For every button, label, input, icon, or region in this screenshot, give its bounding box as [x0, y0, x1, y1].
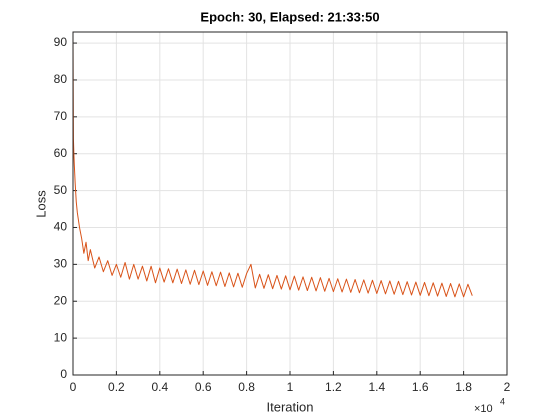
y-tick-label: 90	[54, 35, 68, 49]
y-tick-label: 50	[54, 183, 68, 197]
y-tick-label: 0	[60, 367, 67, 381]
y-tick-label: 60	[54, 146, 68, 160]
x-tick-label: 1.2	[325, 380, 342, 394]
y-tick-label: 80	[54, 72, 68, 86]
x-tick-label: 2	[504, 380, 511, 394]
x-tick-label: 1	[287, 380, 294, 394]
chart-title: Epoch: 30, Elapsed: 21:33:50	[200, 9, 379, 24]
x-tick-label: 0.2	[108, 380, 125, 394]
y-tick-label: 20	[54, 293, 68, 307]
x-tick-label: 0.8	[238, 380, 255, 394]
y-tick-label: 40	[54, 220, 68, 234]
y-tick-label: 30	[54, 257, 68, 271]
x-tick-label: 1.6	[412, 380, 429, 394]
x-multiplier-exponent: 4	[500, 396, 505, 406]
axes-box	[72, 31, 508, 376]
x-tick-label: 1.4	[368, 380, 385, 394]
x-tick-label: 0.6	[195, 380, 212, 394]
x-tick-label: 0	[70, 380, 77, 394]
x-axis-label: Iteration	[267, 399, 314, 414]
x-tick-label: 0.4	[151, 380, 168, 394]
x-tick-label: 1.8	[455, 380, 472, 394]
y-tick-label: 70	[54, 109, 68, 123]
x-multiplier: ×10	[474, 403, 493, 415]
y-axis-label: Loss	[33, 190, 48, 218]
y-tick-label: 10	[54, 330, 68, 344]
loss-line	[72, 35, 473, 298]
